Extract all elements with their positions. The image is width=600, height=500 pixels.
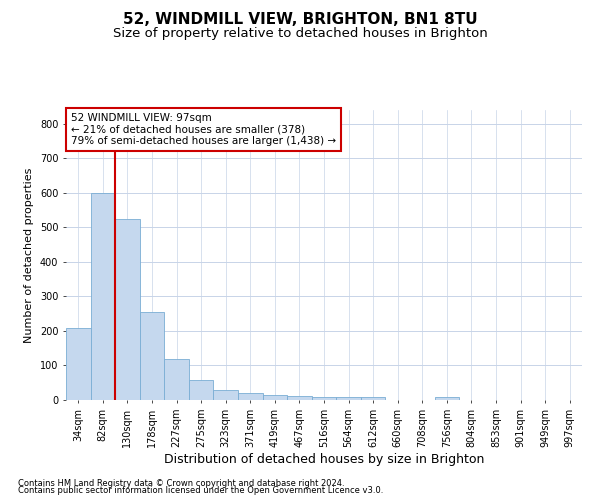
Bar [287,396,312,400]
Text: Contains public sector information licensed under the Open Government Licence v3: Contains public sector information licen… [18,486,383,495]
Bar [115,219,140,400]
Bar [164,360,189,400]
Text: Contains HM Land Registry data © Crown copyright and database right 2024.: Contains HM Land Registry data © Crown c… [18,478,344,488]
Bar [189,380,214,400]
X-axis label: Distribution of detached houses by size in Brighton: Distribution of detached houses by size … [164,452,484,466]
Bar [140,312,164,400]
Bar [238,393,263,400]
Y-axis label: Number of detached properties: Number of detached properties [25,168,34,342]
Text: 52 WINDMILL VIEW: 97sqm
← 21% of detached houses are smaller (378)
79% of semi-d: 52 WINDMILL VIEW: 97sqm ← 21% of detache… [71,113,336,146]
Text: Size of property relative to detached houses in Brighton: Size of property relative to detached ho… [113,28,487,40]
Bar [91,193,115,400]
Bar [66,328,91,400]
Bar [361,397,385,400]
Bar [336,397,361,400]
Bar [312,397,336,400]
Bar [214,390,238,400]
Bar [263,395,287,400]
Bar [434,397,459,400]
Text: 52, WINDMILL VIEW, BRIGHTON, BN1 8TU: 52, WINDMILL VIEW, BRIGHTON, BN1 8TU [122,12,478,28]
